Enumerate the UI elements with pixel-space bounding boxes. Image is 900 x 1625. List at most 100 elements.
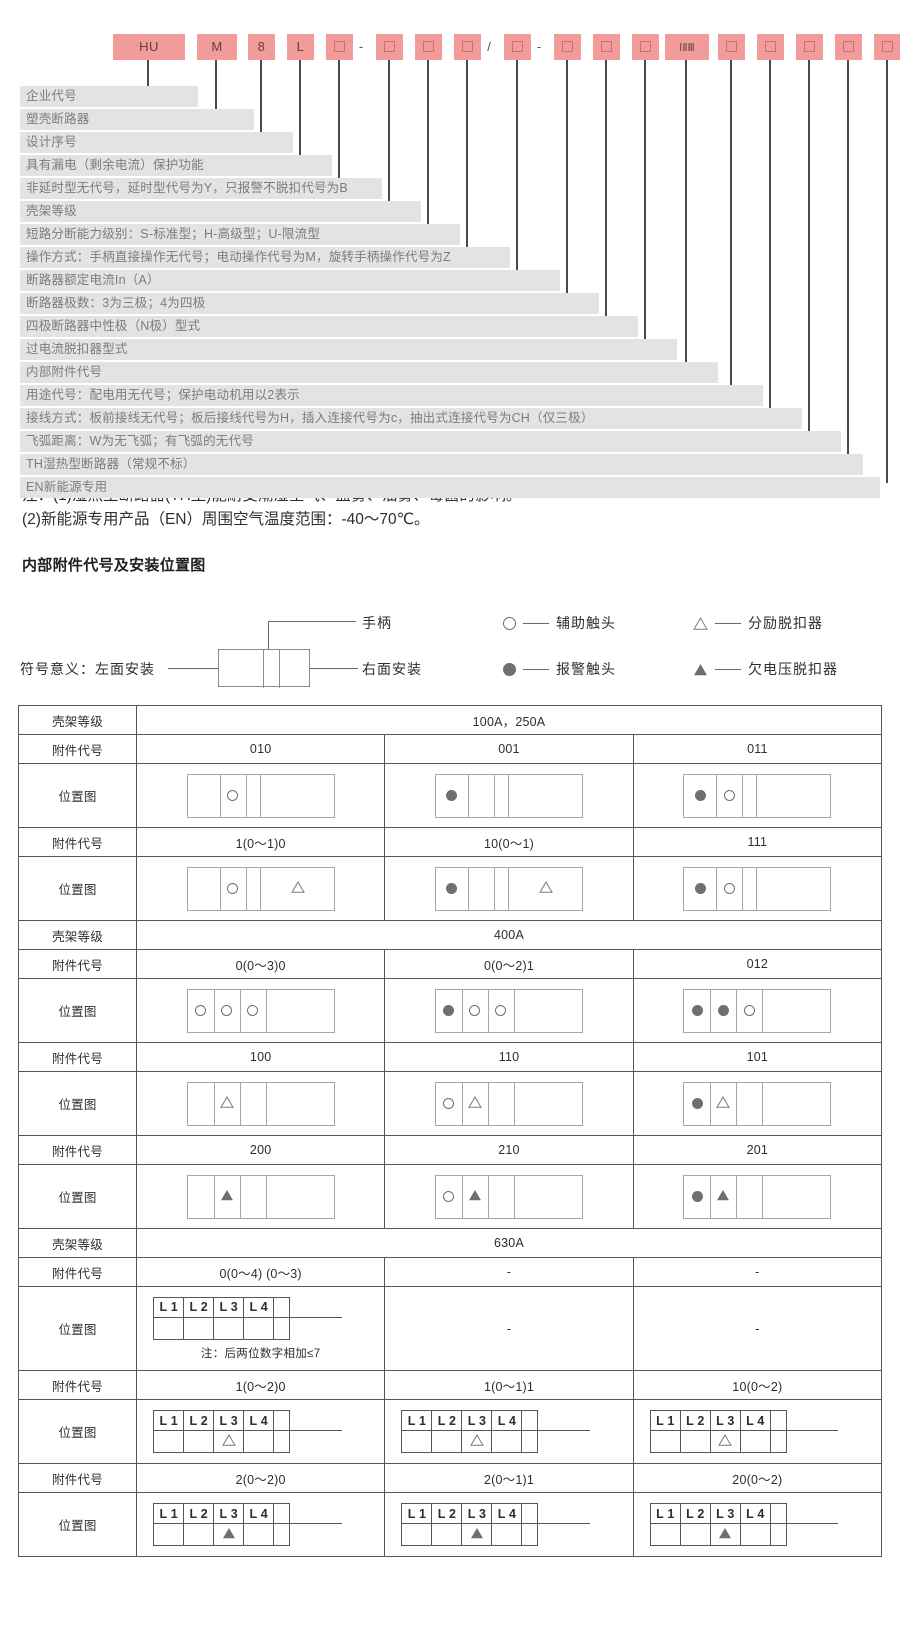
- row-label-position-diagram: 位置图: [18, 1164, 137, 1230]
- position-diagram-cell: [632, 1071, 883, 1137]
- open-triangle-icon: [470, 1434, 484, 1449]
- frame-grade-value: 100A，250A: [136, 705, 882, 736]
- diagram-slot-3: [508, 868, 584, 910]
- position-diagram: [683, 1174, 832, 1219]
- pole-symbol-3: [243, 1430, 275, 1454]
- pole-symbol-2: [213, 1523, 245, 1547]
- diagram-divider: [736, 1175, 738, 1218]
- position-diagram-box: [434, 1174, 583, 1219]
- diagram-divider: [265, 989, 267, 1032]
- row-label-position-diagram: 位置图: [18, 1399, 137, 1465]
- description-bar-7: 操作方式：手柄直接操作无代号；电动操作代号为M，旋转手柄操作代号为Z: [20, 247, 510, 268]
- accessory-code-value: 20(0～2): [632, 1463, 883, 1494]
- description-bar-8: 断路器额定电流In（A）: [20, 270, 560, 291]
- empty-square-icon: [462, 41, 473, 53]
- pole-header-3: L 4: [243, 1503, 275, 1525]
- description-bar-14: 接线方式：板前接线无代号；板后接线代号为H，插入连接代号为c，抽出式连接代号为C…: [20, 408, 802, 429]
- position-diagram: [434, 988, 583, 1033]
- open-triangle-icon: [468, 1096, 482, 1111]
- code-separator-0: -: [358, 39, 364, 54]
- row-label-position-diagram: 位置图: [18, 856, 137, 922]
- row-label-position-diagram: 位置图: [18, 1286, 137, 1372]
- filled-circle-icon: [691, 1098, 703, 1110]
- pole-header-1: L 2: [679, 1503, 711, 1525]
- pole-symbol-blank: [273, 1523, 291, 1547]
- pole-symbol-blank: [769, 1523, 787, 1547]
- pole-header-1: L 2: [183, 1296, 215, 1318]
- accessory-code-value: 210: [384, 1135, 634, 1166]
- diagram-divider: [265, 1175, 267, 1218]
- open-triangle-icon: [219, 1096, 234, 1111]
- diagram-divider: [513, 1175, 515, 1218]
- open-circle-icon: [227, 790, 239, 802]
- pole-symbol-2: [709, 1523, 741, 1547]
- empty-square-icon: [512, 41, 523, 53]
- empty-square-icon: [882, 41, 893, 53]
- pole-header-wide: [785, 1503, 839, 1525]
- diagram-slot-2: [240, 990, 266, 1032]
- pole-header-wide: [289, 1503, 342, 1525]
- row-label-accessory-code: 附件代号: [18, 1042, 137, 1073]
- position-diagram-box: [434, 866, 584, 911]
- diagram-slot-0: [684, 775, 716, 817]
- pole-symbol-blank: [273, 1316, 291, 1340]
- position-diagram: [186, 1174, 335, 1219]
- diagram-divider: [513, 989, 515, 1032]
- accessory-code-row: 附件代号 200 210 201: [18, 1135, 883, 1166]
- diagram-slot-0: [436, 990, 462, 1032]
- symbol-meaning-label: 符号意义：左面安装: [20, 659, 155, 679]
- pole-header-3: L 4: [243, 1410, 275, 1432]
- accessory-code-value: 2(0～2)0: [135, 1463, 386, 1494]
- pole-symbol-1: [431, 1523, 463, 1547]
- diagram-divider: [493, 867, 495, 910]
- diagram-divider: [219, 774, 221, 817]
- diagram-slot-0: [684, 1176, 710, 1218]
- open-circle-icon: [221, 1005, 233, 1017]
- pole-header-1: L 2: [183, 1410, 215, 1432]
- pole-header-2: L 3: [213, 1503, 245, 1525]
- pole-symbol-0: [153, 1523, 185, 1547]
- diagram-divider: [239, 1175, 241, 1218]
- diagram-divider: [245, 867, 247, 910]
- position-diagram-row: 位置图: [18, 1164, 883, 1230]
- diagram-divider: [213, 989, 215, 1032]
- position-diagram: [434, 773, 583, 818]
- row-label-position-diagram: 位置图: [18, 1071, 137, 1137]
- pole-symbol-1: [183, 1316, 215, 1340]
- diagram-slot-1: [716, 775, 742, 817]
- accessory-code-value: 100: [135, 1042, 386, 1073]
- code-segment-10: [593, 34, 620, 60]
- position-diagram-cell: [632, 856, 883, 922]
- diagram-divider: [259, 774, 261, 817]
- pole-header-3: L 4: [491, 1503, 523, 1525]
- leader-line-15: [808, 60, 810, 437]
- position-diagram-box: [683, 1081, 832, 1126]
- accessory-code-row: 附件代号 2(0～2)0 2(0～1)1 20(0～2): [18, 1463, 883, 1494]
- diagram-divider: [461, 989, 463, 1032]
- diagram-divider: [487, 1082, 489, 1125]
- pole-symbol-blank: [521, 1430, 539, 1454]
- accessory-code-value: 1(0～2)0: [135, 1370, 386, 1401]
- accessory-code-value: 0(0～2)1: [384, 949, 634, 980]
- position-diagram: [434, 1081, 583, 1126]
- diagram-slot-1: [710, 1176, 736, 1218]
- open-triangle-icon: [539, 881, 553, 896]
- pole-header-1: L 2: [431, 1503, 463, 1525]
- left-mount-text: 左面安装: [95, 661, 155, 678]
- position-diagram-cell: [384, 978, 634, 1044]
- diagram-divider: [245, 774, 247, 817]
- symbol-legend: 手柄 符号意义：左面安装 右面安装 辅助触头 分励脱扣器 报警触头 欠电压脱扣器: [0, 583, 900, 693]
- description-bar-0: 企业代号: [20, 86, 198, 107]
- pole-header-0: L 1: [401, 1410, 433, 1432]
- pole-header-0: L 1: [401, 1503, 433, 1525]
- handle-leader-horizontal: [268, 621, 356, 623]
- pole-header-1: L 2: [183, 1503, 215, 1525]
- pole-symbol-wide: [537, 1430, 590, 1453]
- accessory-code-value: 10(0～1): [384, 827, 634, 858]
- pole-symbol-wide: [289, 1316, 342, 1340]
